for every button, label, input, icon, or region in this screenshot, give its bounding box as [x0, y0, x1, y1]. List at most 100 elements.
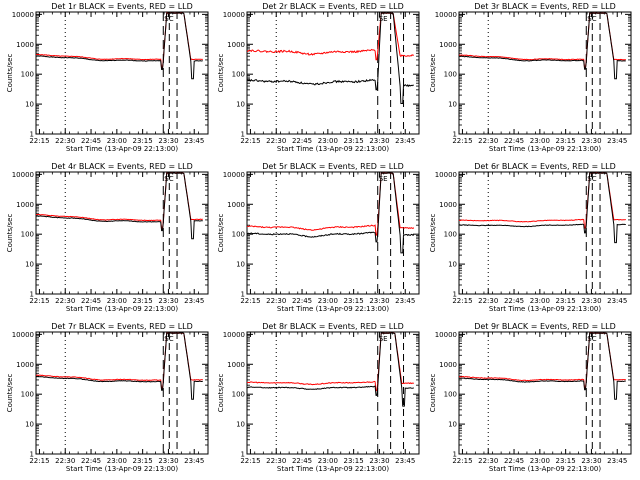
x-tick-label: 23:45 — [184, 137, 204, 145]
x-tick-label: 22:45 — [504, 457, 524, 465]
x-tick-label: 22:15 — [452, 297, 472, 305]
y-tick-label: 1 — [241, 131, 245, 139]
x-tick-label: 22:30 — [266, 457, 286, 465]
y-tick-label: 10 — [448, 421, 457, 429]
panel-det-8r: Det 8r BLACK = Events, RED = LLD 1 10 100 10… — [217, 322, 420, 473]
x-tick-label: 22:30 — [266, 297, 286, 305]
x-tick-label: 22:15 — [29, 457, 49, 465]
panel-title: Det 3r BLACK = Events, RED = LLD — [474, 2, 616, 11]
x-tick-label: 22:15 — [452, 457, 472, 465]
y-tick-label: 1000 — [439, 201, 457, 209]
y-tick-label: 10 — [25, 421, 34, 429]
panel-det-1r: Det 1r BLACK = Events, RED = LLD 1 10 100 10… — [6, 2, 209, 153]
x-axis-label: Start Time (13-Apr-09 22:13:00) — [489, 145, 601, 153]
x-tick-label: 23:15 — [556, 457, 576, 465]
x-tick-label: 23:15 — [556, 137, 576, 145]
x-tick-label: 23:00 — [107, 297, 127, 305]
x-tick-label: 22:45 — [504, 297, 524, 305]
y-tick-label: 1000 — [227, 361, 245, 369]
x-axis-label: Start Time (13-Apr-09 22:13:00) — [66, 305, 178, 313]
y-tick-label: 10 — [25, 261, 34, 269]
x-tick-label: 23:45 — [184, 457, 204, 465]
y-tick-label: 1000 — [16, 361, 34, 369]
events-series-line — [246, 12, 414, 104]
events-series-line — [247, 332, 414, 407]
x-tick-label: 23:30 — [581, 137, 601, 145]
events-series-line — [35, 12, 203, 80]
sc-se-marker-label: SC — [164, 335, 173, 343]
panel-det-4r: Det 4r BLACK = Events, RED = LLD 1 10 100 10… — [6, 162, 209, 313]
plot-frame — [35, 11, 209, 135]
x-tick-label: 22:15 — [452, 137, 472, 145]
x-tick-label: 23:30 — [369, 297, 389, 305]
sc-se-marker-label: SC — [164, 15, 173, 23]
y-tick-label: 10 — [25, 101, 34, 109]
x-tick-label: 23:45 — [607, 457, 627, 465]
x-tick-label: 22:15 — [240, 137, 260, 145]
plot-frame — [246, 171, 420, 295]
x-tick-label: 22:45 — [81, 137, 101, 145]
x-tick-label: 23:45 — [607, 137, 627, 145]
y-tick-label: 100 — [232, 391, 245, 399]
plot-frame — [35, 331, 209, 455]
y-tick-label: 100 — [444, 71, 457, 79]
y-axis-label: Counts/sec — [429, 214, 437, 253]
x-axis-label: Start Time (13-Apr-09 22:13:00) — [66, 465, 178, 473]
y-tick-label: 10 — [236, 261, 245, 269]
x-tick-label: 23:15 — [344, 297, 364, 305]
events-series-line — [246, 172, 415, 254]
lld-series-line — [246, 332, 414, 392]
y-tick-label: 10000 — [223, 331, 245, 339]
y-tick-label: 100 — [444, 231, 457, 239]
y-tick-label: 1000 — [227, 41, 245, 49]
x-tick-label: 22:15 — [240, 457, 260, 465]
y-tick-label: 1 — [30, 131, 34, 139]
y-tick-label: 10000 — [435, 171, 457, 179]
plot-frame — [458, 171, 632, 295]
x-tick-label: 23:30 — [369, 137, 389, 145]
sc-se-marker-label: SC — [587, 175, 596, 183]
x-tick-label: 22:15 — [29, 297, 49, 305]
y-tick-label: 1 — [241, 291, 245, 299]
events-series-line — [458, 12, 626, 80]
y-axis-label: Counts/sec — [6, 214, 14, 253]
panel-title: Det 7r BLACK = Events, RED = LLD — [51, 322, 193, 331]
x-tick-label: 22:30 — [55, 297, 75, 305]
lld-series-line — [458, 172, 626, 229]
x-tick-label: 23:45 — [395, 137, 415, 145]
x-axis-label: Start Time (13-Apr-09 22:13:00) — [277, 465, 389, 473]
x-tick-label: 22:45 — [292, 297, 312, 305]
x-tick-label: 23:30 — [581, 297, 601, 305]
x-tick-label: 23:30 — [158, 297, 178, 305]
x-tick-label: 23:00 — [530, 137, 550, 145]
panel-det-3r: Det 3r BLACK = Events, RED = LLD 1 10 100 10… — [429, 2, 632, 153]
panel-title: Det 6r BLACK = Events, RED = LLD — [474, 162, 616, 171]
y-tick-label: 10 — [236, 421, 245, 429]
x-tick-label: 23:30 — [369, 457, 389, 465]
y-tick-label: 10000 — [12, 171, 34, 179]
y-tick-label: 1000 — [439, 361, 457, 369]
panel-det-5r: Det 5r BLACK = Events, RED = LLD 1 10 100 10… — [217, 162, 420, 313]
y-tick-label: 10 — [448, 101, 457, 109]
y-tick-label: 10 — [448, 261, 457, 269]
panel-title: Det 8r BLACK = Events, RED = LLD — [262, 322, 404, 331]
plot-frame — [458, 11, 632, 135]
x-tick-label: 22:15 — [240, 297, 260, 305]
x-tick-label: 22:30 — [478, 457, 498, 465]
x-tick-label: 23:30 — [581, 457, 601, 465]
x-tick-label: 23:15 — [344, 137, 364, 145]
y-axis-label: Counts/sec — [217, 54, 225, 93]
y-tick-label: 10000 — [223, 11, 245, 19]
x-tick-label: 22:45 — [81, 457, 101, 465]
y-tick-label: 1 — [30, 291, 34, 299]
y-tick-label: 100 — [21, 391, 34, 399]
x-tick-label: 22:45 — [292, 457, 312, 465]
y-axis-label: Counts/sec — [6, 54, 14, 93]
y-axis-label: Counts/sec — [6, 374, 14, 413]
y-tick-label: 1 — [453, 451, 457, 459]
x-tick-label: 23:45 — [395, 457, 415, 465]
y-tick-label: 10000 — [223, 171, 245, 179]
x-tick-label: 22:15 — [29, 137, 49, 145]
sc-se-marker-label: SE — [379, 15, 388, 23]
y-tick-label: 100 — [444, 391, 457, 399]
